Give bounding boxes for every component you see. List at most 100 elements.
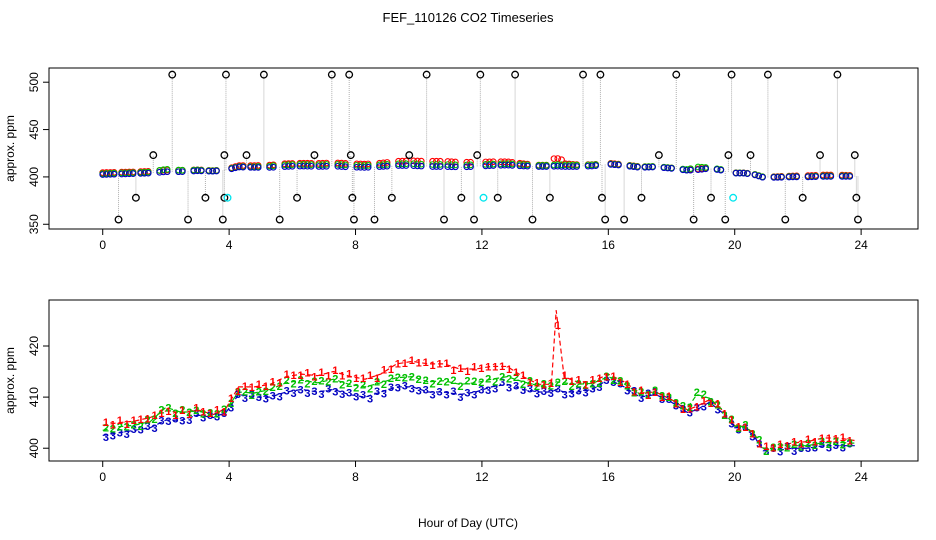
ambient-point-series-1	[501, 158, 509, 166]
series-3-marker: 3	[548, 388, 554, 400]
ambient-point-series-3	[209, 167, 217, 175]
series-1-marker: 1	[395, 359, 401, 371]
ambient-point-series-3	[679, 166, 687, 174]
ambient-point-series-2	[417, 160, 425, 168]
series-2-marker: 2	[235, 386, 241, 398]
calibration-point	[349, 215, 358, 224]
series-2-marker: 2	[819, 436, 825, 448]
series-1-marker: 1	[138, 414, 144, 426]
calibration-point	[763, 70, 772, 79]
series-2-marker: 2	[443, 377, 449, 389]
calibration-point	[473, 151, 482, 160]
series-1-marker: 1	[117, 415, 123, 427]
ambient-point-series-3	[497, 161, 505, 169]
profile-line-series-1	[102, 310, 855, 449]
ambient-point-series-3	[508, 162, 516, 169]
ambient-point-series-3	[838, 173, 846, 180]
series-1-marker: 1	[555, 320, 561, 332]
series-1-marker: 1	[200, 407, 206, 419]
upper-x-tick-label: 4	[226, 238, 233, 252]
series-1-marker: 1	[277, 378, 283, 390]
series-1-marker: 1	[583, 380, 589, 392]
series-3-marker: 3	[277, 392, 283, 404]
series-2-marker: 2	[617, 376, 623, 388]
series-2-marker: 2	[430, 379, 436, 391]
series-3-marker: 3	[270, 391, 276, 403]
series-1-marker: 1	[728, 414, 734, 426]
series-3-marker: 3	[708, 396, 714, 408]
calibration-point	[220, 193, 229, 202]
series-2-marker: 2	[485, 374, 491, 386]
series-2-marker: 2	[103, 422, 109, 434]
upper-y-tick-label: 450	[27, 119, 41, 139]
series-2-marker: 2	[728, 414, 734, 426]
series-1-marker: 1	[749, 428, 755, 440]
lower-x-tick-label: 0	[99, 470, 106, 484]
series-1-marker: 1	[777, 439, 783, 451]
calibration-point	[707, 193, 715, 202]
series-3-marker: 3	[701, 402, 707, 414]
ambient-point-series-1	[402, 157, 410, 165]
ambient-point-series-3	[588, 162, 596, 170]
series-2-marker: 2	[471, 376, 477, 388]
calibration-point	[345, 70, 354, 79]
series-3-marker: 3	[492, 384, 498, 396]
series-1-marker: 1	[367, 370, 373, 382]
calibration-point	[242, 151, 251, 160]
series-1-marker: 1	[360, 373, 366, 385]
ambient-point-series-2	[436, 161, 444, 168]
series-3-marker: 3	[165, 416, 171, 428]
series-3-marker: 3	[805, 443, 811, 455]
series-2-marker: 2	[534, 381, 540, 393]
series-3-marker: 3	[485, 385, 491, 397]
series-2-marker: 2	[346, 378, 352, 390]
ambient-point-series-2	[698, 163, 706, 171]
ambient-point-series-3	[315, 163, 323, 170]
series-2-marker: 2	[388, 373, 394, 385]
series-2-marker: 2	[631, 388, 637, 400]
series-1-marker: 1	[353, 373, 359, 385]
series-1-marker: 1	[103, 417, 109, 429]
ambient-point-series-3	[383, 162, 391, 170]
series-3-marker: 3	[256, 392, 262, 404]
ambient-point-series-2	[364, 162, 372, 169]
series-3-marker: 3	[583, 387, 589, 399]
ambient-point-series-3	[141, 169, 148, 177]
calibration-point	[545, 193, 554, 202]
ambient-point-series-3	[842, 173, 850, 180]
ambient-point-series-3	[660, 164, 668, 172]
calibration-point	[528, 215, 537, 224]
series-1-marker: 1	[450, 365, 456, 377]
ambient-point-series-3	[110, 170, 118, 178]
lower-x-tick-label: 12	[475, 470, 489, 484]
series-2-marker: 2	[165, 403, 171, 415]
series-3-marker: 3	[541, 386, 547, 398]
ambient-point-series-1	[452, 158, 459, 166]
series-2-marker: 2	[416, 374, 422, 386]
series-1-marker: 1	[506, 364, 512, 376]
series-2-marker: 2	[464, 376, 470, 388]
series-1-marker: 1	[735, 422, 741, 434]
series-3-marker: 3	[770, 443, 776, 455]
ambient-point-series-3	[819, 173, 827, 180]
series-3-marker: 3	[339, 389, 345, 401]
calibration-point	[348, 193, 357, 202]
ambient-point-series-3	[376, 163, 383, 170]
ambient-point-series-3	[736, 169, 744, 177]
series-1-marker: 1	[457, 363, 463, 375]
calibration-point	[727, 70, 736, 79]
ambient-point-series-3	[846, 173, 854, 180]
ambient-point-series-3	[645, 163, 653, 171]
calibration-point	[579, 70, 587, 79]
calibration-point	[201, 193, 210, 202]
ambient-point-series-3	[122, 170, 129, 178]
series-2-marker: 2	[548, 380, 554, 392]
series-2-marker: 2	[437, 376, 443, 388]
calibration-point	[724, 151, 733, 160]
series-3-marker: 3	[478, 385, 484, 397]
ambient-point-series-3	[717, 166, 725, 174]
series-3-marker: 3	[138, 424, 144, 436]
series-2-marker: 2	[284, 375, 290, 387]
series-1-marker: 1	[346, 369, 352, 381]
